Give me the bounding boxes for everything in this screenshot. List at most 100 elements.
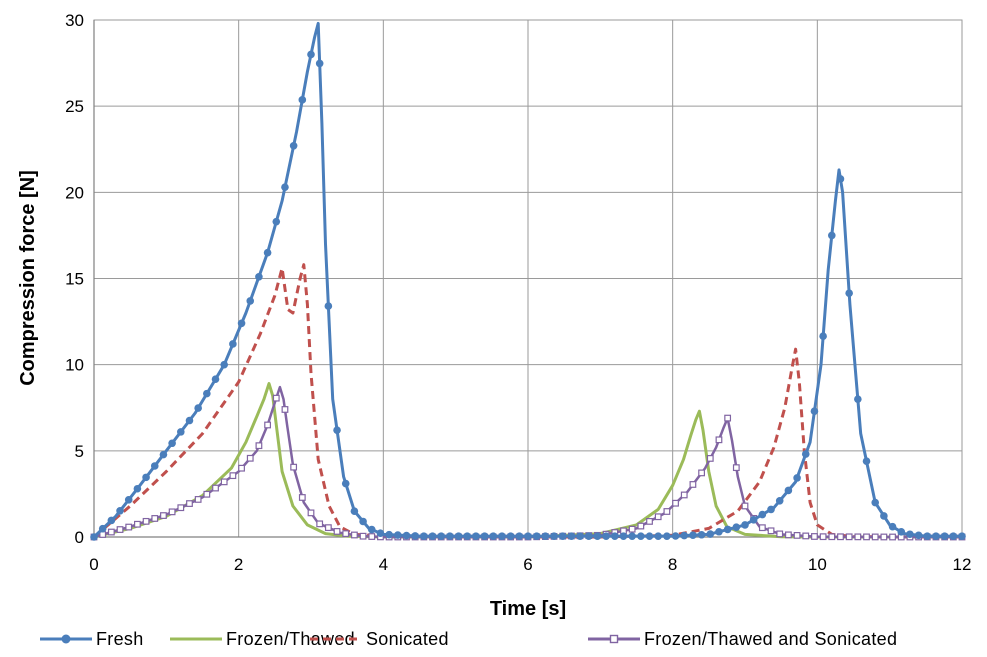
data-point <box>194 404 202 412</box>
x-tick-label: 2 <box>234 555 243 574</box>
legend-label: Frozen/Thawed <box>226 629 355 649</box>
data-point <box>854 533 862 541</box>
data-point <box>845 289 853 297</box>
data-point <box>142 517 150 525</box>
data-point <box>506 532 515 540</box>
data-point <box>828 533 836 541</box>
data-point <box>576 532 584 540</box>
data-point <box>940 532 949 540</box>
data-point <box>98 524 107 533</box>
data-point <box>724 414 732 422</box>
data-point <box>949 532 958 540</box>
data-point <box>142 473 150 482</box>
data-point <box>958 532 966 540</box>
data-point <box>324 524 332 532</box>
data-point <box>272 217 281 226</box>
data-point <box>298 494 306 501</box>
data-point <box>116 507 124 515</box>
data-point <box>229 472 237 480</box>
y-tick-label: 15 <box>65 270 84 289</box>
data-point <box>837 533 844 541</box>
data-point <box>385 530 393 539</box>
data-point <box>784 531 792 539</box>
data-point <box>359 517 367 526</box>
data-point <box>541 532 550 540</box>
data-point <box>767 527 775 535</box>
data-point <box>246 297 255 305</box>
data-point <box>819 332 827 341</box>
data-point <box>394 531 402 539</box>
data-point <box>732 464 740 472</box>
legend-marker <box>61 634 71 644</box>
data-point <box>159 450 168 459</box>
data-point <box>150 462 159 470</box>
data-point <box>801 450 810 458</box>
data-point <box>871 498 879 507</box>
data-point <box>628 532 636 540</box>
data-point <box>177 504 185 512</box>
data-point <box>220 360 228 369</box>
data-point <box>367 525 376 534</box>
data-point <box>706 530 715 538</box>
data-point <box>775 497 784 505</box>
data-point <box>90 533 98 541</box>
data-point <box>307 509 315 517</box>
data-point <box>793 532 801 539</box>
data-point <box>411 532 419 540</box>
data-point <box>238 464 245 472</box>
data-point <box>134 520 141 528</box>
data-point <box>211 375 220 383</box>
data-point <box>160 512 167 519</box>
data-point <box>628 525 636 533</box>
y-tick-label: 0 <box>75 528 84 547</box>
legend: Fresh Frozen/Thawed Sonicated Frozen/Thawed… <box>40 629 897 649</box>
data-point <box>889 533 896 541</box>
data-point <box>255 272 263 281</box>
data-point <box>368 533 376 540</box>
data-point <box>255 442 263 450</box>
x-tick-label: 12 <box>953 555 972 574</box>
data-point <box>151 515 159 522</box>
data-point <box>376 529 385 538</box>
data-point <box>186 500 193 507</box>
data-point <box>203 490 211 498</box>
grid <box>93 19 963 538</box>
data-point <box>203 389 211 398</box>
data-point <box>923 532 932 540</box>
data-point <box>168 439 176 448</box>
data-point <box>732 523 741 532</box>
data-point <box>446 532 454 540</box>
data-point <box>333 426 341 434</box>
data-point <box>758 510 767 519</box>
data-point <box>715 436 723 444</box>
data-point <box>107 528 115 536</box>
data-point <box>602 532 610 540</box>
data-point <box>671 532 680 540</box>
data-point <box>810 407 819 415</box>
data-point <box>741 502 749 510</box>
data-point <box>697 530 706 539</box>
data-point <box>698 469 705 477</box>
data-point <box>758 524 766 532</box>
data-point <box>124 495 133 504</box>
x-axis-title: Time [s] <box>490 598 566 620</box>
data-point <box>880 512 888 520</box>
data-point <box>289 142 298 150</box>
data-point <box>472 532 480 540</box>
data-point <box>741 521 749 529</box>
data-point <box>185 416 194 425</box>
legend-item: Frozen/Thawed and Sonicated <box>588 629 897 649</box>
data-point <box>715 527 723 536</box>
data-point <box>871 533 879 541</box>
y-tick-label: 20 <box>65 183 84 202</box>
data-point <box>680 531 689 540</box>
legend-item: Fresh <box>40 629 144 649</box>
data-point <box>654 532 662 540</box>
data-point <box>689 531 697 539</box>
data-point <box>420 532 428 540</box>
data-point <box>680 491 688 499</box>
data-point <box>637 532 645 540</box>
data-point <box>315 59 324 68</box>
legend-label: Fresh <box>96 629 144 649</box>
